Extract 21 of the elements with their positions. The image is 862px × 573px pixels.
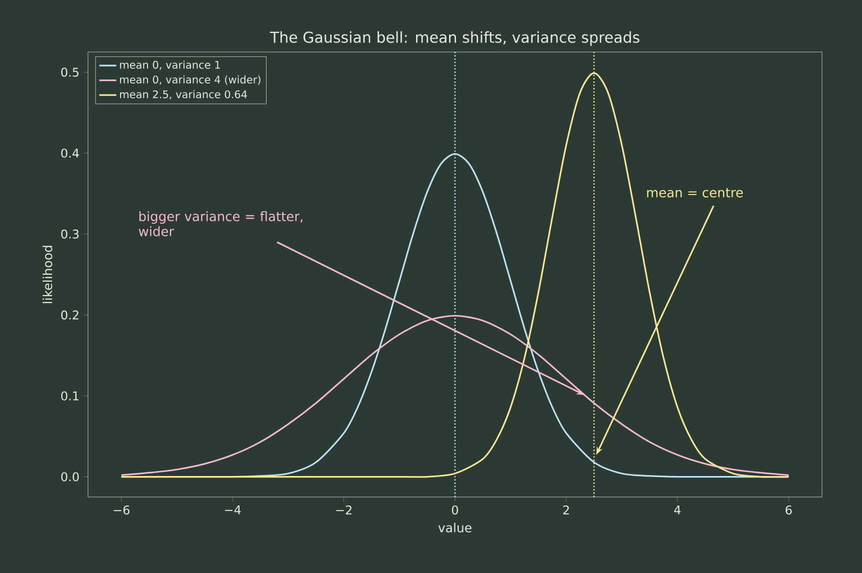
legend-label: mean 0, variance 1 (120, 60, 220, 70)
chart-title: The Gaussian bell: mean shifts, variance spreads (270, 31, 640, 46)
x-tick-label: 6 (786, 505, 792, 515)
annotation: bigger variance = flatter, wider (138, 211, 302, 236)
legend-label: mean 0, variance 4 (wider) (120, 75, 260, 85)
x-tick-label: 4 (674, 505, 681, 514)
x-tick-label: −6 (114, 505, 130, 515)
y-tick-label: 0.0 (61, 472, 79, 482)
annotation: mean = centre (647, 188, 743, 198)
y-tick-label: 0.5 (61, 68, 79, 77)
y-axis-title: likelihood (42, 246, 52, 304)
y-tick-label: 0.1 (61, 391, 78, 400)
y-tick-label: 0.4 (61, 148, 79, 158)
x-tick-label: 2 (563, 505, 569, 514)
y-tick-label: 0.2 (61, 310, 78, 320)
x-tick-label: −4 (225, 505, 241, 514)
legend-label: mean 2.5, variance 0.64 (120, 90, 247, 100)
x-axis-title: value (438, 522, 472, 532)
y-tick-label: 0.3 (61, 230, 79, 239)
x-tick-label: −2 (336, 505, 352, 514)
x-tick-label: 0 (452, 505, 458, 515)
